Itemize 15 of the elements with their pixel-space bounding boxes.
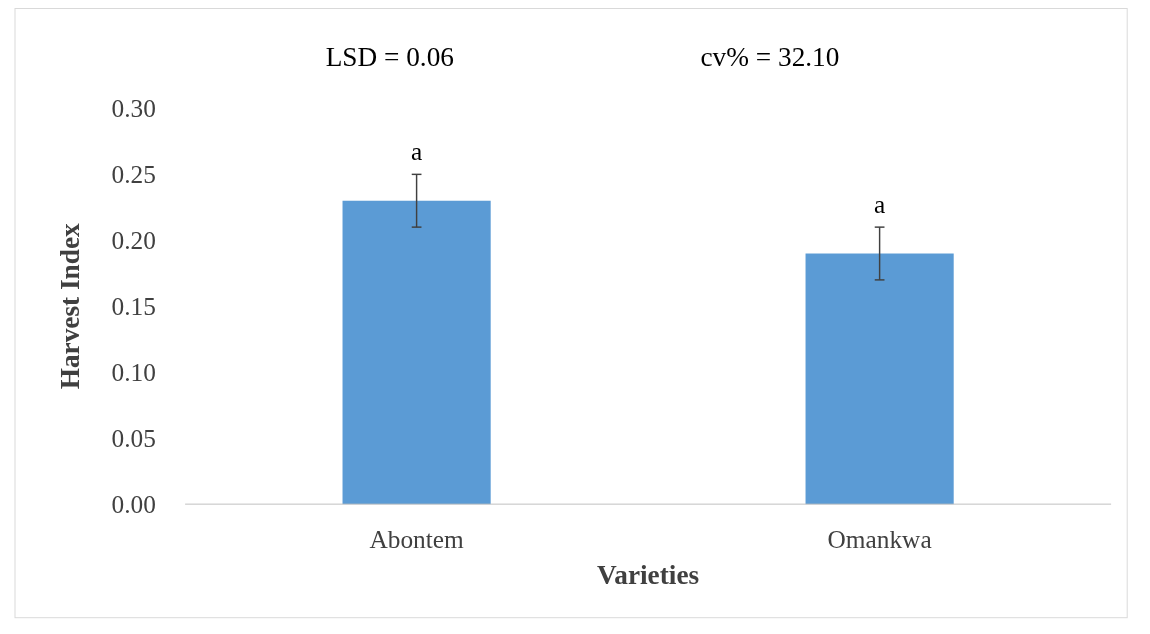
y-axis-title: Harvest Index bbox=[54, 222, 85, 390]
y-tick-label: 0.10 bbox=[111, 358, 156, 387]
text: cv% = 32.10 bbox=[700, 41, 840, 72]
y-tick-label: 0.05 bbox=[111, 424, 156, 453]
y-tick-label: 0.30 bbox=[111, 94, 156, 123]
x-tick-label: Abontem bbox=[369, 525, 465, 554]
annotation: a bbox=[873, 189, 886, 218]
text: LSD = 0.06 bbox=[325, 41, 454, 72]
y-tick-label: 0.20 bbox=[111, 226, 156, 255]
y-tick-label: 0.15 bbox=[111, 292, 156, 321]
annotation: a bbox=[410, 136, 423, 165]
y-tick-label: 0.25 bbox=[111, 160, 156, 189]
x-axis-title: Varieties bbox=[597, 560, 700, 591]
x-tick-label: Omankwa bbox=[827, 525, 932, 554]
y-tick-label: 0.00 bbox=[111, 490, 156, 519]
